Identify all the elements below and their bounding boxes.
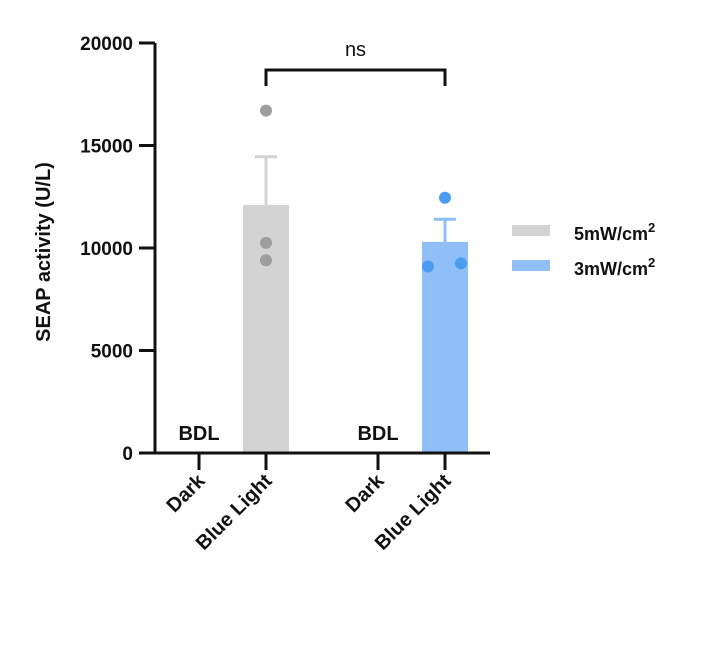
data-point-3-0 xyxy=(439,191,451,204)
bdl-label-2: BDL xyxy=(357,423,398,445)
y-tick-label-4: 20000 xyxy=(80,34,133,55)
legend: 5mW/cm2 3mW/cm2 xyxy=(512,220,655,279)
legend-label-5mw: 5mW/cm2 xyxy=(574,220,655,244)
significance-label: ns xyxy=(345,39,366,61)
x-tick-label-2: Dark xyxy=(342,469,390,517)
y-tick-label-0: 0 xyxy=(122,444,133,465)
data-point-1-1 xyxy=(260,236,272,249)
legend-label-3mw-sup: 2 xyxy=(648,255,655,270)
x-tick-label-0: Dark xyxy=(163,469,211,517)
points-layer xyxy=(260,104,467,273)
y-ticks: 0 5000 10000 15000 20000 xyxy=(80,34,155,465)
bdl-label-0: BDL xyxy=(178,423,219,445)
legend-label-5mw-sup: 2 xyxy=(648,220,655,235)
y-tick-label-3: 15000 xyxy=(80,137,133,158)
bar-3 xyxy=(422,241,468,453)
legend-label-5mw-base: 5mW/cm xyxy=(574,224,648,244)
data-point-1-2 xyxy=(260,254,272,267)
data-point-3-2 xyxy=(455,257,467,270)
legend-label-3mw-base: 3mW/cm xyxy=(574,259,648,279)
y-axis-label: SEAP activity (U/L) xyxy=(33,162,55,342)
bars-layer xyxy=(243,204,468,453)
error-bars-layer xyxy=(255,155,456,242)
data-point-3-1 xyxy=(422,260,434,273)
legend-label-3mw: 3mW/cm2 xyxy=(574,255,655,279)
legend-swatch-3mw xyxy=(512,260,550,271)
data-point-1-0 xyxy=(260,104,272,117)
y-tick-label-1: 5000 xyxy=(91,342,133,363)
bdl-labels: BDL BDL xyxy=(178,423,398,445)
significance-bracket xyxy=(264,68,447,86)
legend-swatch-5mw xyxy=(512,225,550,236)
y-tick-label-2: 10000 xyxy=(80,239,133,260)
